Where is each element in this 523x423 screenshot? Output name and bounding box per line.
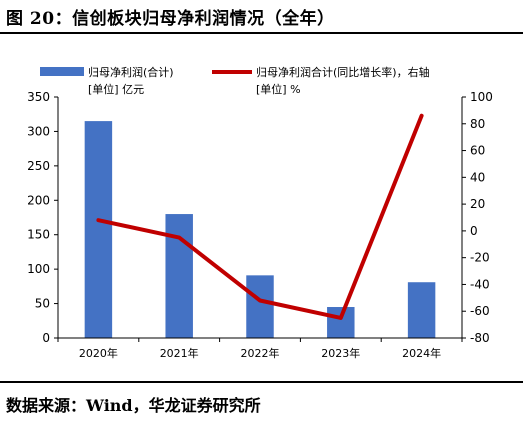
- bar-1: [165, 214, 193, 338]
- chart: 归母净利润(合计) [单位] 亿元 归母净利润合计(同比增长率)，右轴 [单位]…: [27, 65, 493, 360]
- y-left-tick-label: 300: [27, 124, 50, 138]
- y-right-tick-label: -80: [470, 331, 490, 345]
- y-right-tick-label: -40: [470, 277, 490, 291]
- y-left-tick-label: 150: [27, 228, 50, 242]
- y-left-tick-label: 0: [42, 331, 50, 345]
- growth-point-1: [177, 236, 181, 240]
- x-tick-label: 2021年: [160, 346, 199, 360]
- title-rule: [0, 32, 523, 34]
- legend: 归母净利润(合计) [单位] 亿元 归母净利润合计(同比增长率)，右轴 [单位]…: [40, 65, 430, 96]
- growth-point-0: [96, 218, 100, 222]
- y-left-tick-label: 250: [27, 159, 50, 173]
- growth-point-3: [339, 316, 343, 320]
- y-right-tick-label: 40: [470, 170, 485, 184]
- y-right-tick-label: 60: [470, 144, 485, 158]
- y-right-tick-label: 80: [470, 117, 485, 131]
- y-right-tick-label: -20: [470, 251, 490, 265]
- y-left-tick-label: 350: [27, 90, 50, 104]
- figure-title: 图 20：信创板块归母净利润情况（全年）: [6, 9, 335, 29]
- y-left-tick-label: 50: [35, 297, 50, 311]
- legend-line-label: 归母净利润合计(同比增长率)，右轴: [256, 65, 430, 79]
- source-rule: [0, 381, 523, 383]
- y-right-tick-label: -60: [470, 304, 490, 318]
- bar-0: [84, 121, 113, 338]
- source-note: 数据来源：Wind，华龙证券研究所: [6, 396, 261, 415]
- legend-bar-swatch: [40, 67, 84, 76]
- y-right-tick-label: 20: [470, 197, 485, 211]
- bar-3: [327, 307, 355, 338]
- bar-2: [246, 275, 274, 338]
- y-left-tick-label: 200: [27, 193, 50, 207]
- legend-bar-label: 归母净利润(合计): [88, 65, 174, 79]
- x-tick-label: 2020年: [79, 346, 118, 360]
- legend-line-unit: [单位] %: [256, 82, 301, 96]
- legend-bar-unit: [单位] 亿元: [88, 82, 144, 96]
- y-left-tick-label: 100: [27, 262, 50, 276]
- growth-point-2: [258, 299, 262, 303]
- y-right-tick-label: 100: [470, 90, 493, 104]
- bar-4: [407, 282, 436, 338]
- x-tick-label: 2024年: [402, 346, 441, 360]
- x-tick-label: 2022年: [241, 346, 280, 360]
- y-right-tick-label: 0: [470, 224, 478, 238]
- x-tick-label: 2023年: [321, 346, 360, 360]
- plot-area: 0 50 100 150 200 250 300 350 -80 -60 -40 -20 0 20 40 60…: [27, 90, 493, 360]
- growth-point-4: [420, 114, 424, 118]
